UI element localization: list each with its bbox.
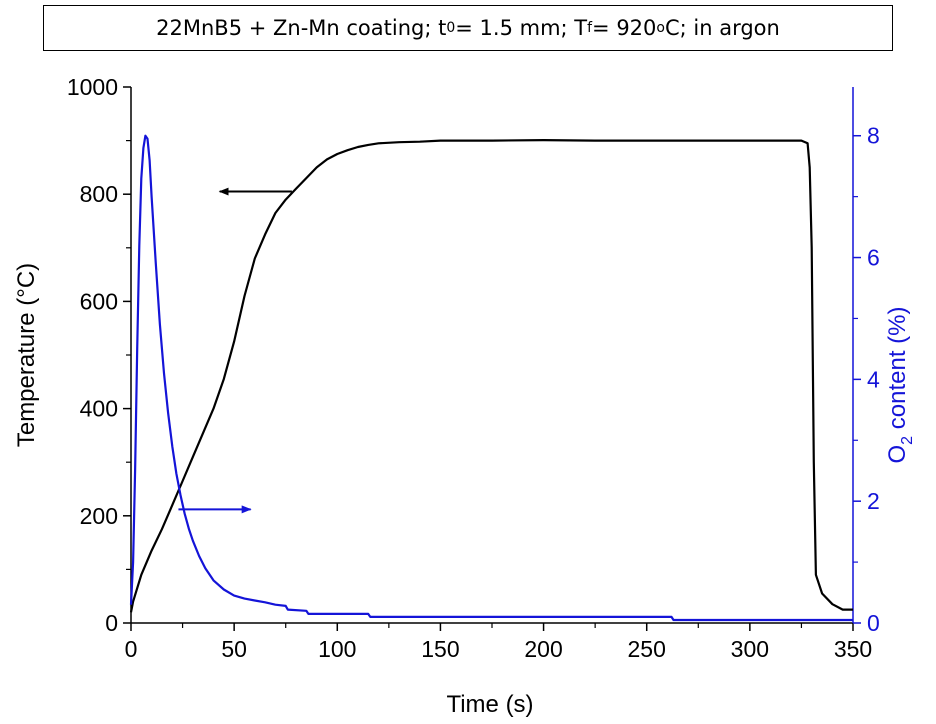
axes-frame: 0 50 100 150 200 250 300 3500200400600800100002… xyxy=(67,74,880,662)
o2-content-series-line xyxy=(129,134,853,622)
x-tick-label: 350 xyxy=(834,636,872,662)
y-left-tick-label: 400 xyxy=(80,396,118,422)
x-tick-label: 0 xyxy=(125,636,138,662)
x-tick-label: 100 xyxy=(318,636,356,662)
title-tail: C; in argon xyxy=(664,16,780,40)
y-right-tick-label: 2 xyxy=(867,488,880,514)
x-tick-label: 150 xyxy=(421,636,459,662)
title-temp: = 920 xyxy=(592,16,657,40)
y-left-tick-label: 1000 xyxy=(67,74,118,100)
y-right-tick-label: 0 xyxy=(867,610,880,636)
annotations xyxy=(178,187,292,514)
y-left-tick-label: 0 xyxy=(105,610,118,636)
temperature-series-line xyxy=(129,139,853,613)
x-tick-label: 200 xyxy=(524,636,562,662)
y-right-prefix: O xyxy=(884,445,911,464)
y-axis-left-label: Temperature (°C) xyxy=(13,263,40,447)
title-thickness: = 1.5 mm; T xyxy=(455,16,588,40)
plot-lines xyxy=(129,134,853,622)
y-axis-right-label: O2 content (%) xyxy=(884,307,916,464)
x-tick-label: 50 xyxy=(221,636,247,662)
y-right-tick-label: 8 xyxy=(867,123,880,149)
y-right-tick-label: 4 xyxy=(867,366,880,392)
x-tick-label: 250 xyxy=(628,636,666,662)
y-left-tick-label: 200 xyxy=(80,503,118,529)
y-right-tick-label: 6 xyxy=(867,245,880,271)
title-material: 22MnB5 + Zn-Mn coating; t xyxy=(156,16,447,40)
y-left-tick-label: 600 xyxy=(80,288,118,314)
y-right-suffix: content (%) xyxy=(884,307,911,436)
y-left-tick-label: 800 xyxy=(80,181,118,207)
x-axis-label: Time (s) xyxy=(446,691,533,718)
x-tick-label: 300 xyxy=(731,636,769,662)
y-right-sub: 2 xyxy=(899,436,916,445)
